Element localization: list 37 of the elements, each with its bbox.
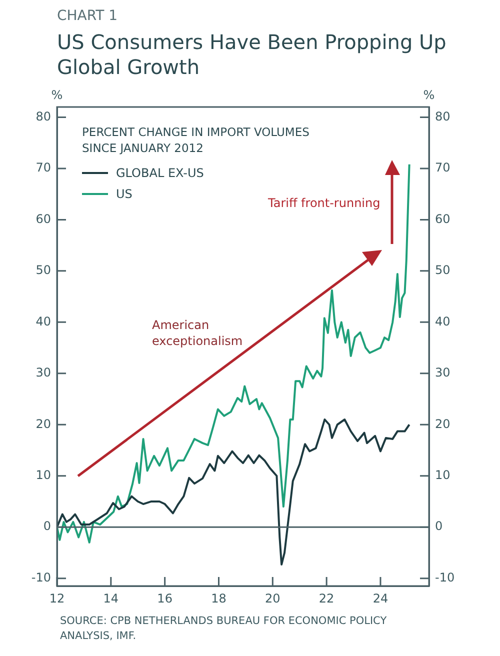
y2-tick-label: 60 [435,212,450,226]
legend-title: PERCENT CHANGE IN IMPORT VOLUMES SINCE JANUARY 2012 [82,124,310,156]
chart-subtitle: CHART 1 [57,8,118,24]
y-tick-label: 50 [36,263,51,278]
y2-tick-label: 30 [435,366,450,380]
chart-title: US Consumers Have Been Propping Up Global Growth [57,30,448,80]
x-tick-label: 12 [49,591,65,606]
y-tick-label: 60 [36,212,51,226]
y-tick-label: 10 [36,468,51,482]
y-tick-label: 0 [43,519,51,534]
y2-tick-label: -10 [435,570,455,584]
x-tick-label: 24 [372,591,388,606]
y2-tick-label: 80 [435,109,450,124]
y-tick-label: 80 [36,109,51,124]
legend-label: GLOBAL EX-US [116,166,204,180]
y2-tick-label: 50 [435,263,450,278]
y-tick-label: 30 [36,366,51,380]
source-note: SOURCE: CPB NETHERLANDS BUREAU FOR ECONOMIC POLICY ANALYSIS, IMF. [60,614,388,644]
y-tick-label: 70 [36,160,51,175]
y-axis-title: % [51,88,63,102]
legend-label: US [116,186,132,200]
y2-tick-label: 70 [435,160,450,175]
y-tick-label: -10 [31,570,51,584]
x-tick-label: 16 [157,591,172,606]
y2-tick-label: 10 [435,468,450,482]
x-tick-label: 22 [318,591,334,606]
y2-tick-label: 40 [435,314,450,328]
y2-tick-label: 0 [435,519,443,534]
x-tick-label: 20 [265,591,280,606]
annotation: American exceptionalism [152,317,243,349]
x-tick-label: 18 [211,591,226,606]
y-tick-label: 20 [36,416,51,431]
y-tick-label: 40 [36,314,51,328]
annotation: Tariff front-running [268,196,380,210]
y2-tick-label: 20 [435,416,450,431]
x-tick-label: 14 [103,591,119,606]
y2-axis-title: % [423,88,435,102]
